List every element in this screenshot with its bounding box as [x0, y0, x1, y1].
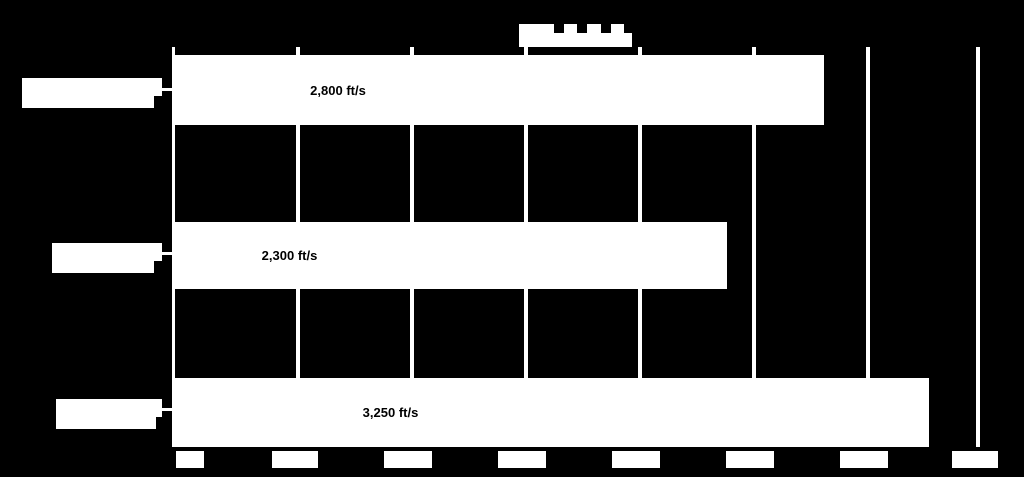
- x-axis-tick-label: [612, 451, 660, 468]
- gridline-3500: [976, 47, 980, 447]
- x-axis-tick-label: [272, 451, 318, 468]
- bar: 2,300 ft/s: [172, 222, 727, 289]
- y-axis-category-label: [56, 399, 162, 417]
- x-axis-band: [0, 447, 1024, 451]
- bar-value-label: 2,300 ft/s: [261, 248, 318, 263]
- title-glyph-notch: [554, 24, 564, 33]
- y-axis-tick-mark: [162, 88, 172, 91]
- gridline-2500: [752, 47, 756, 447]
- bar-value-label: 3,250 ft/s: [362, 405, 419, 420]
- title-glyph-notch: [624, 24, 632, 33]
- bar: 2,800 ft/s: [172, 55, 824, 125]
- y-axis-category-sublabel: [56, 417, 156, 429]
- y-axis-category-label: [52, 243, 162, 261]
- y-axis-tick-mark: [162, 408, 172, 411]
- gridline-3000: [866, 47, 870, 447]
- y-axis-category-sublabel: [52, 261, 154, 273]
- x-axis-tick-label: [840, 451, 888, 468]
- chart-title: Muzzle Velocity: [519, 24, 632, 47]
- y-axis-category-label: [22, 78, 162, 96]
- x-axis-tick-label: [176, 451, 204, 468]
- bar-value-label: 2,800 ft/s: [310, 82, 366, 98]
- title-glyph-notch: [577, 24, 587, 33]
- x-axis-tick-label: [726, 451, 774, 468]
- x-axis-tick-label: [952, 451, 998, 468]
- plot-area: 2,800 ft/s 2,300 ft/s 3,250 ft/s: [172, 47, 980, 447]
- bar: 3,250 ft/s: [172, 378, 929, 447]
- y-axis-tick-mark: [162, 252, 172, 255]
- y-axis-category-sublabel: [22, 96, 154, 108]
- x-axis-tick-label: [498, 451, 546, 468]
- title-glyph-notch: [601, 24, 611, 33]
- x-axis-tick-label: [384, 451, 432, 468]
